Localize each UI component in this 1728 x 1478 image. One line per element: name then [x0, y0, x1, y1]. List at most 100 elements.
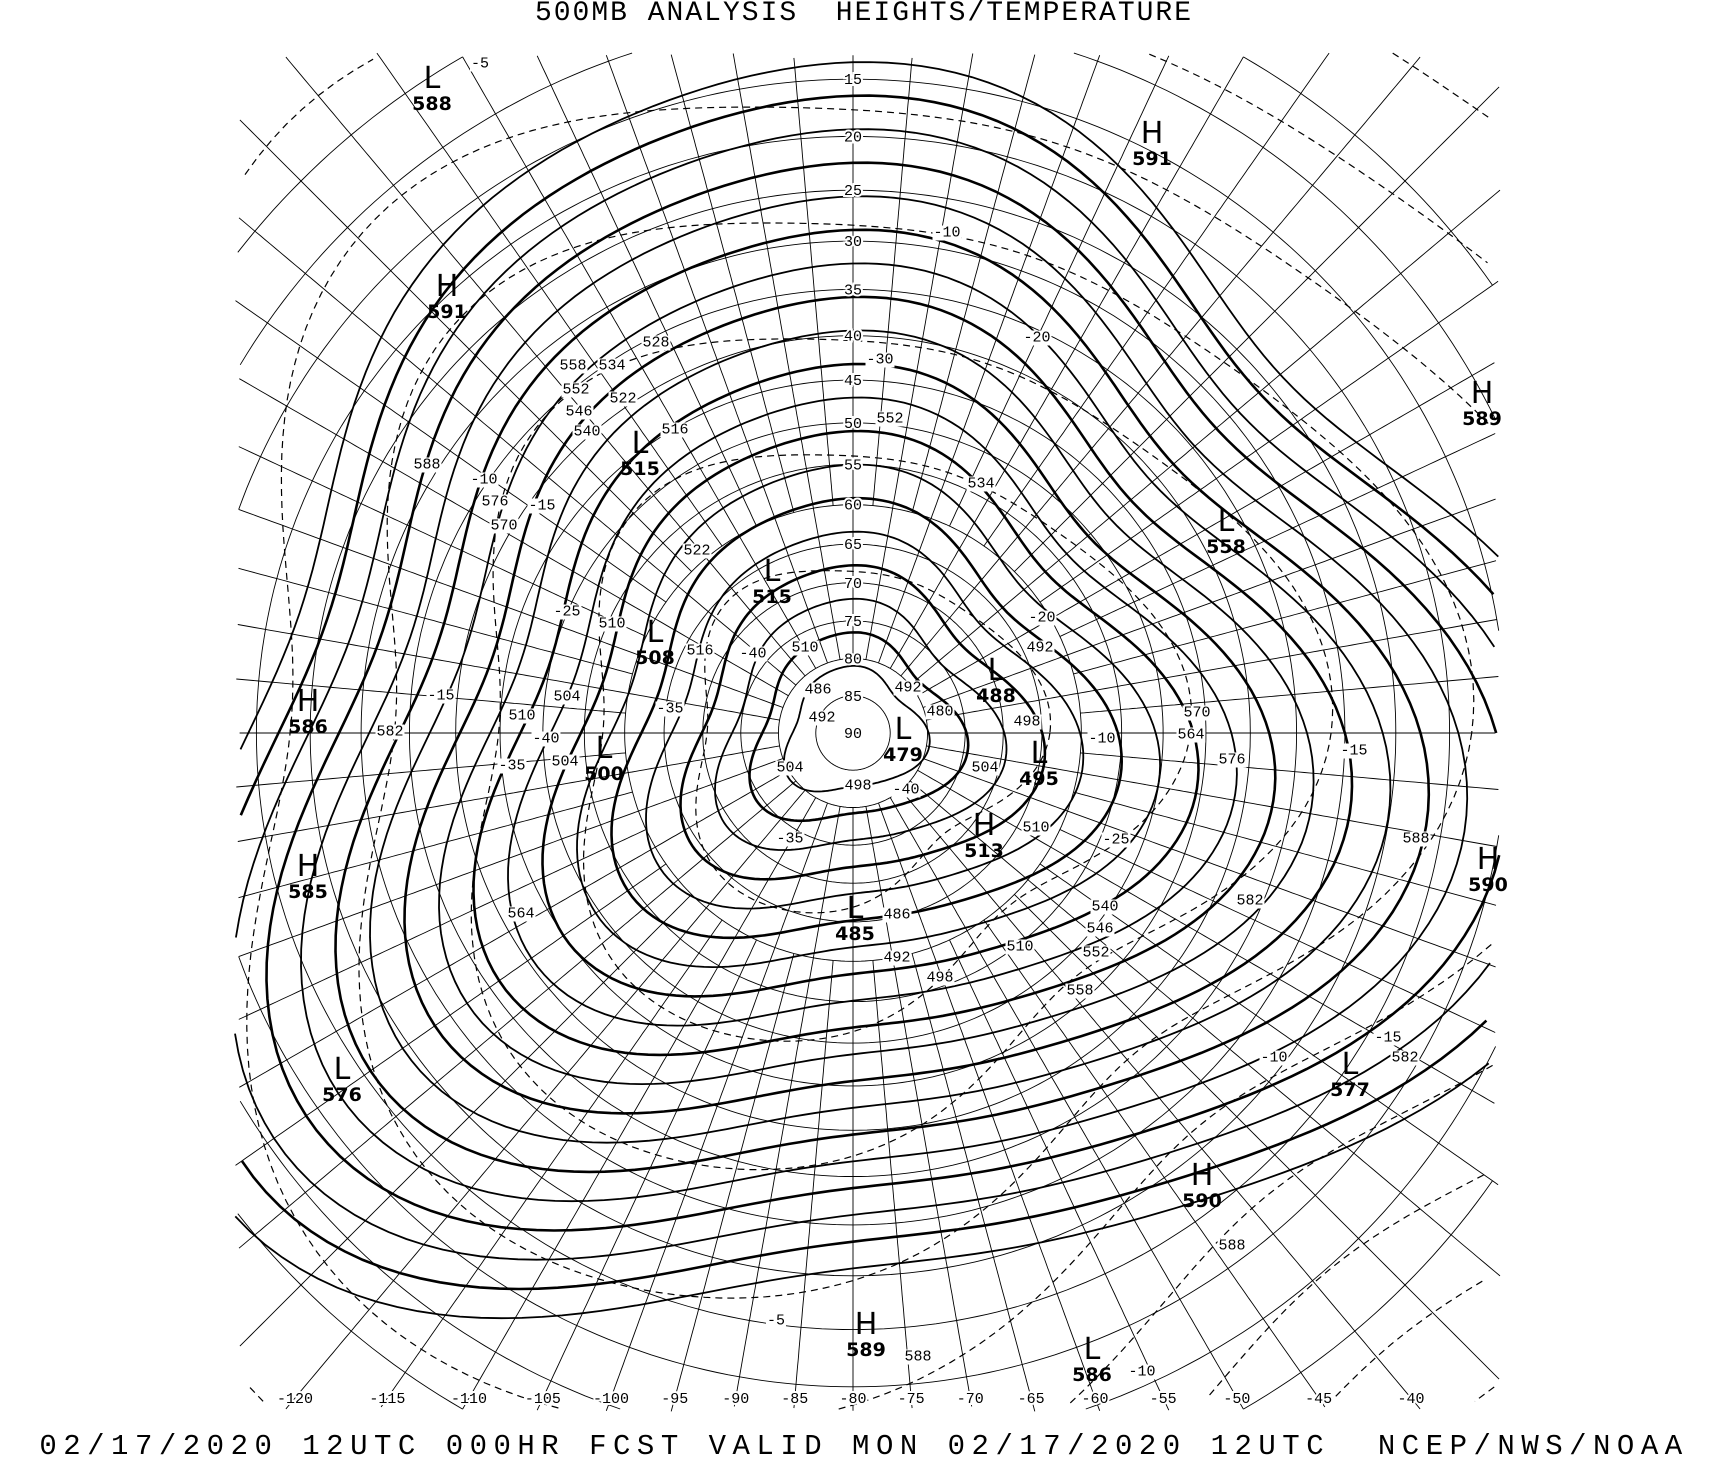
pressure-center-low: L 508: [635, 615, 675, 669]
meridian-line: [238, 780, 797, 1249]
latitude-label: 70: [844, 576, 862, 593]
height-contour-label: 558: [558, 357, 588, 375]
temperature-contour: [246, 106, 1492, 1411]
meridian-line: [380, 919, 723, 1408]
temperature-contour-label: -10: [1087, 730, 1117, 748]
height-contour-564: [334, 228, 1431, 1174]
meridian-line: [238, 829, 647, 1020]
pressure-center-low: L 558: [1206, 504, 1246, 558]
meridian-line: [949, 55, 1170, 527]
meridian-line: [793, 960, 834, 1409]
meridian-line: [889, 797, 1244, 1410]
height-contour-label: 582: [1235, 892, 1265, 910]
meridian-line: [1080, 752, 1499, 790]
height-contour-492: [748, 631, 970, 823]
height-contour-label: 486: [882, 906, 912, 924]
meridian-line: [917, 362, 1495, 697]
latitude-circle: [237, 56, 1493, 1410]
map-title: 500MB ANALYSIS HEIGHTS/TEMPERATURE: [534, 0, 1194, 29]
temperature-contours: [244, 52, 1495, 1411]
latitude-label: 90: [844, 726, 862, 743]
latitude-label: 55: [844, 457, 862, 474]
temperature-contour: [1329, 1280, 1483, 1403]
meridian-line: [733, 806, 841, 1407]
height-contour-label: 540: [1090, 898, 1120, 916]
temperature-contour-label: -10: [1127, 1363, 1157, 1381]
height-contour-510: [645, 530, 1085, 910]
pressure-center-low: L 515: [620, 426, 660, 480]
meridian-line: [670, 54, 795, 513]
longitude-label: -60: [1082, 1391, 1109, 1408]
meridian-line: [1039, 280, 1499, 603]
meridian-line: [926, 745, 1497, 847]
temperature-contour-label: -30: [865, 351, 895, 369]
latitude-label: 50: [844, 416, 862, 433]
height-contour-label: 492: [893, 679, 923, 697]
temperature-contour: [1474, 1386, 1495, 1402]
pressure-center-high: H 590: [1182, 1158, 1222, 1212]
longitude-label: -55: [1150, 1391, 1177, 1408]
height-contour-label: 534: [597, 357, 627, 375]
height-contour-label: 516: [685, 642, 715, 660]
height-contour-label: 552: [1081, 944, 1111, 962]
meridian-line: [238, 446, 647, 637]
height-contour-label: 510: [597, 615, 627, 633]
pressure-center-low: L 577: [1330, 1047, 1370, 1101]
height-contour-label: 504: [552, 688, 582, 706]
longitude-labels: -120 -115 -110 -105 -100 -95 -90 -85 -80 -75 -70 -6…: [275, 1389, 1427, 1410]
height-contour-588: [239, 94, 1495, 1291]
height-contour-label: 552: [561, 381, 591, 399]
meridian-line: [239, 769, 789, 1088]
latitude-label: 40: [844, 329, 862, 346]
height-contour-582: [234, 128, 1496, 1261]
height-contour-label: 504: [550, 753, 580, 771]
height-contour-label: 558: [1065, 982, 1095, 1000]
height-contour-label: 504: [970, 759, 1000, 777]
height-contour-516: [610, 496, 1124, 940]
meridian-line: [239, 119, 692, 572]
pressure-center-low: L 488: [976, 653, 1016, 707]
temperature-contour-label: -10: [932, 224, 962, 242]
meridian-line: [238, 508, 784, 708]
height-contour-label: 510: [790, 639, 820, 657]
longitude-label: -110: [451, 1391, 487, 1408]
latitude-label: 20: [844, 129, 862, 146]
meridian-line: [949, 939, 1170, 1411]
longitude-label: -75: [898, 1391, 925, 1408]
pressure-center-low: L 515: [752, 554, 792, 608]
meridian-line: [900, 56, 1421, 677]
height-contour-label: 546: [1085, 920, 1115, 938]
latitude-label: 85: [844, 689, 862, 706]
height-contour-label: 492: [1025, 639, 1055, 657]
meridian-line: [235, 300, 667, 603]
meridian-line: [926, 619, 1497, 721]
longitude-label: -100: [593, 1391, 629, 1408]
height-contour-label: 504: [775, 759, 805, 777]
meridian-line: [462, 56, 817, 669]
longitude-label: -80: [839, 1391, 866, 1408]
meridian-line: [239, 894, 692, 1347]
height-contour-504: [679, 564, 1047, 881]
pressure-center-low: L 485: [835, 891, 875, 945]
height-contour-label: 588: [412, 456, 442, 474]
height-contour-label: 540: [572, 423, 602, 441]
meridian-line: [238, 791, 633, 899]
longitude-label: -120: [277, 1391, 313, 1408]
meridian-line: [889, 56, 1244, 669]
meridian-line: [670, 953, 795, 1412]
pressure-center-high: H 591: [427, 269, 467, 323]
latitude-circle: [238, 78, 1500, 1388]
pressure-center-high: H 590: [1468, 842, 1508, 896]
latitude-label: 25: [844, 183, 862, 200]
temperature-contour: [244, 53, 1493, 1407]
meridian-line: [878, 802, 1101, 1411]
meridian-line: [909, 780, 1501, 1277]
latitude-label: 75: [844, 614, 862, 631]
latitude-circle: [815, 695, 891, 771]
longitude-label: -40: [1397, 1391, 1424, 1408]
meridian-line: [872, 57, 913, 506]
height-contour-label: 522: [682, 542, 712, 560]
longitude-label: -50: [1223, 1391, 1250, 1408]
meridian-line: [536, 939, 757, 1411]
temperature-contour-label: -15: [1339, 742, 1369, 760]
